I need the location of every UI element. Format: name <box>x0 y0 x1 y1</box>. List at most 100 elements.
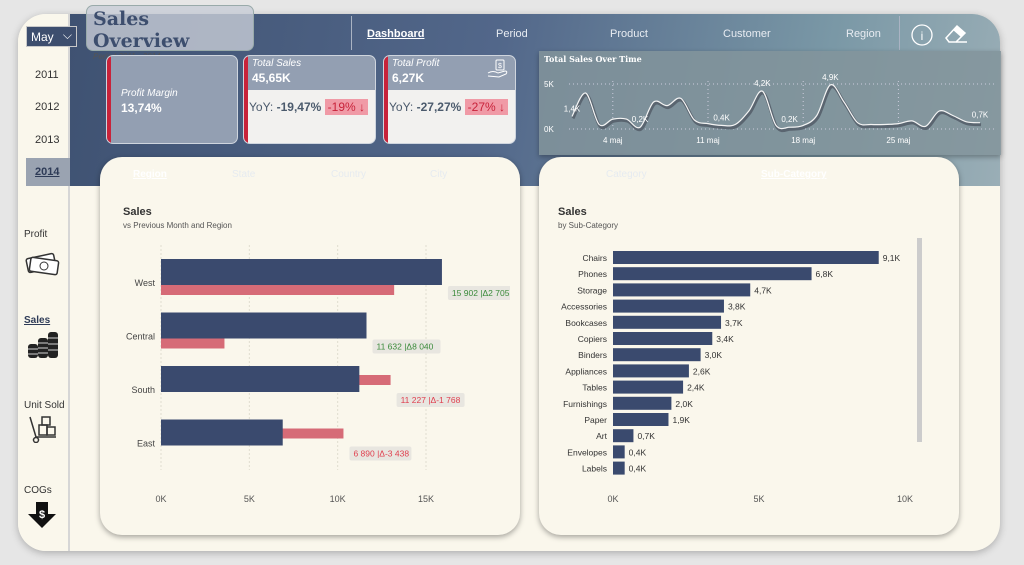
dollar-down-icon[interactable]: $ <box>24 500 60 530</box>
data-label: 4,2K <box>754 79 771 88</box>
kpi-profit-margin: Profit Margin 13,74% <box>106 55 238 144</box>
data-label: 4,9K <box>822 73 839 82</box>
bar <box>613 413 669 426</box>
bar <box>613 364 689 378</box>
bar <box>613 299 724 313</box>
x-tick-label: 25 maj <box>886 136 910 145</box>
x-tick-label: 10K <box>330 494 346 504</box>
category-label: Envelopes <box>567 447 607 457</box>
tab-sub-category[interactable]: Sub-Category <box>761 169 827 180</box>
bar-current <box>161 366 360 392</box>
nav-unit-sold[interactable]: Unit Sold <box>24 400 65 411</box>
nav-product[interactable]: Product <box>610 28 648 40</box>
category-label: Copiers <box>578 334 607 344</box>
nav-sales[interactable]: Sales <box>24 315 51 326</box>
kpi-value: 45,65K <box>252 71 291 85</box>
data-label: 11 227 |Δ-1 768 <box>401 395 461 405</box>
title-box: Sales Overview Period 2011 - 2014 <box>86 5 254 61</box>
nav-period[interactable]: Period <box>496 28 528 40</box>
svg-text:$: $ <box>39 509 45 521</box>
x-tick-label: 0K <box>155 494 166 504</box>
bar-previous-month <box>161 338 225 349</box>
data-label-bg <box>396 393 465 407</box>
category-label: Paper <box>584 415 607 425</box>
eraser-icon[interactable] <box>943 23 969 45</box>
data-label: 0,2K <box>632 115 649 124</box>
yoy-value: -19,47% <box>276 100 322 114</box>
bar <box>613 396 672 410</box>
x-tick-label: 0K <box>607 494 618 504</box>
nav-cogs[interactable]: COGs <box>24 485 52 496</box>
tab-category[interactable]: Category <box>606 169 647 180</box>
scrollbar[interactable] <box>917 238 922 442</box>
bar <box>613 348 701 362</box>
bar <box>613 251 879 264</box>
data-label: 0,4K <box>713 113 730 122</box>
yoy-label: YoY: <box>389 100 414 114</box>
data-label: 2,0K <box>675 399 693 409</box>
category-label: Accessories <box>561 302 607 312</box>
category-label: Art <box>596 431 608 441</box>
nav-region[interactable]: Region <box>846 28 881 40</box>
hand-truck-icon[interactable] <box>24 413 60 443</box>
data-label: 3,7K <box>725 318 743 328</box>
subcategory-panel <box>539 157 959 535</box>
x-tick-label: 11 maj <box>696 136 720 145</box>
year-2011[interactable]: 2011 <box>35 69 59 81</box>
info-icon[interactable]: i <box>911 24 933 46</box>
kpi-label: Total Sales <box>252 58 302 69</box>
accent-bar <box>244 56 248 143</box>
tab-country[interactable]: Country <box>331 169 367 180</box>
region-bar-chart: 0K 5K 10K 15K West 15 902 |Δ2 705 Central 11 63… <box>126 245 510 504</box>
kpi-value: 6,27K <box>392 71 425 85</box>
month-dropdown[interactable]: May ⌵ <box>26 26 77 47</box>
divider <box>351 16 352 50</box>
kpi-total-sales: Total Sales 45,65K YoY: -19,47% -19% ↓ <box>243 55 376 144</box>
yoy-badge: -19% ↓ <box>324 99 369 115</box>
data-label: 9,1K <box>883 253 901 263</box>
subcat-bar-chart: 0K 5K 10K Chairs 9,1K Phones 6,8K Storage 4,7K Ac… <box>561 251 913 504</box>
yoy-label: YoY: <box>249 100 274 114</box>
data-label: 2,4K <box>687 383 705 393</box>
data-label: 4,7K <box>754 285 772 295</box>
year-2013[interactable]: 2013 <box>35 134 60 146</box>
category-label: Bookcases <box>565 318 607 328</box>
divider <box>899 16 900 50</box>
data-label: 3,4K <box>716 334 734 344</box>
category-label: Labels <box>582 464 607 474</box>
x-tick-label: 5K <box>244 494 255 504</box>
category-label: Furnishings <box>563 399 607 409</box>
tab-city[interactable]: City <box>430 169 448 180</box>
tab-state[interactable]: State <box>232 169 256 180</box>
year-2012[interactable]: 2012 <box>35 101 60 113</box>
coins-icon[interactable] <box>24 330 60 360</box>
data-label-bg <box>349 446 412 461</box>
kpi-label: Profit Margin <box>121 88 178 99</box>
nav-customer[interactable]: Customer <box>723 28 771 40</box>
category-label: Storage <box>577 285 607 295</box>
month-value: May <box>31 30 54 44</box>
nav-dashboard[interactable]: Dashboard <box>367 28 425 40</box>
data-label: 15 902 |Δ2 705 <box>452 288 510 298</box>
hand-money-icon: $ <box>487 59 508 78</box>
chevron-down-icon: ⌵ <box>62 28 72 42</box>
accent-bar <box>107 56 111 143</box>
tab-region[interactable]: Region <box>133 169 167 180</box>
category-label: Central <box>126 332 155 342</box>
kpi-total-profit: Total Profit 6,27K $ YoY: -27,27% -27% ↓ <box>383 55 516 144</box>
year-2014[interactable]: 2014 <box>26 158 70 186</box>
svg-text:$: $ <box>498 63 502 70</box>
data-label: 3,8K <box>728 302 746 312</box>
bar-current <box>161 419 283 446</box>
yoy-value: -27,27% <box>416 100 462 114</box>
svg-text:i: i <box>921 29 924 43</box>
bar-current <box>161 312 367 339</box>
y-tick-label: 5K <box>544 80 554 89</box>
category-label: East <box>137 439 156 449</box>
money-icon[interactable] <box>24 248 60 278</box>
nav-profit[interactable]: Profit <box>24 229 48 240</box>
data-label-bg <box>372 339 441 354</box>
kpi-label: Total Profit <box>392 58 440 69</box>
category-label: Chairs <box>582 253 607 263</box>
bar <box>613 283 751 297</box>
